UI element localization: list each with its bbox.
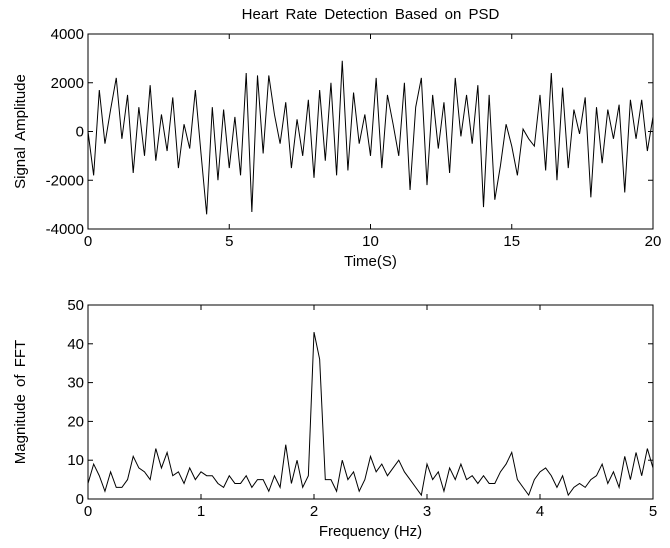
x-tick-label: 0: [84, 503, 92, 520]
x-tick-label: 0: [84, 233, 92, 250]
x-tick-label: 15: [503, 233, 520, 250]
x-axis-label: Frequency (Hz): [319, 523, 422, 540]
axes-frame: [87, 304, 654, 500]
x-tick-label: 20: [645, 233, 662, 250]
y-tick-label: 40: [67, 336, 84, 353]
y-tick-label: 0: [76, 124, 84, 141]
y-tick-label: 10: [67, 452, 84, 469]
y-tick-label: 2000: [51, 75, 84, 92]
x-tick-label: 3: [423, 503, 431, 520]
y-tick-label: 30: [67, 375, 84, 392]
y-tick-label: -2000: [46, 172, 84, 189]
y-tick-label: 4000: [51, 26, 84, 43]
y-tick-label: 20: [67, 413, 84, 430]
y-axis-label: Magnitude of FFT: [12, 340, 29, 464]
x-tick-label: 5: [225, 233, 233, 250]
x-axis-label: Time(S): [344, 253, 397, 270]
x-tick-label: 1: [197, 503, 205, 520]
x-tick-label: 10: [362, 233, 379, 250]
y-axis-label: Signal Amplitude: [12, 74, 29, 189]
y-tick-label: 0: [76, 491, 84, 508]
signal-line: [87, 60, 654, 215]
x-tick-label: 4: [536, 503, 544, 520]
chart-title: Heart Rate Detection Based on PSD: [242, 6, 500, 23]
y-tick-label: -4000: [46, 221, 84, 238]
axes-frame: [87, 33, 654, 230]
x-tick-label: 5: [649, 503, 657, 520]
signal-line: [87, 332, 654, 497]
x-tick-label: 2: [310, 503, 318, 520]
y-tick-label: 50: [67, 297, 84, 314]
